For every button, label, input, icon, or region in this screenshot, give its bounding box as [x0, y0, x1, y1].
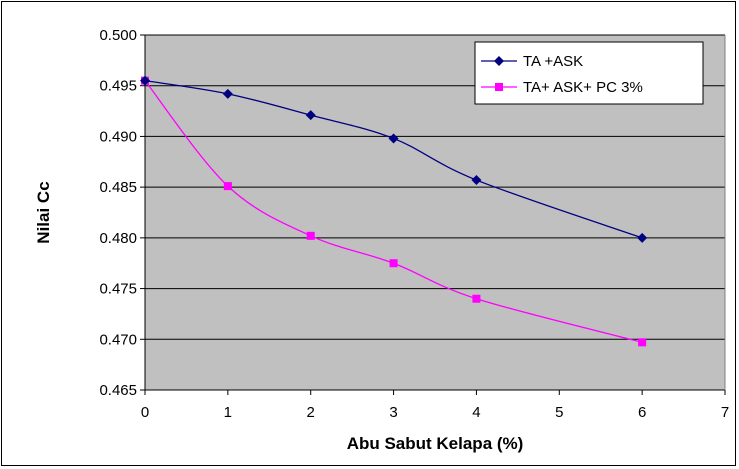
- legend-marker: [494, 56, 504, 66]
- series-line: [144, 80, 643, 343]
- gridlines: [145, 34, 725, 391]
- data-point: [637, 232, 648, 243]
- y-tick-label: 0.495: [99, 78, 137, 95]
- axes: [144, 35, 726, 391]
- x-tick-label: 7: [721, 404, 729, 421]
- legend: TA +ASK TA+ ASK+ PC 3%: [474, 41, 704, 105]
- y-axis-ticks: 0.465 0.470 0.475 0.480 0.485 0.490 0.495 0.500: [99, 27, 145, 399]
- data-point: [305, 110, 316, 121]
- data-point: [223, 182, 232, 191]
- y-tick-label: 0.490: [99, 128, 137, 145]
- data-point: [222, 88, 233, 99]
- data-point: [306, 231, 315, 240]
- data-point: [471, 175, 482, 186]
- legend-marker: [495, 83, 503, 91]
- series-1: [140, 75, 648, 243]
- y-tick-label: 0.500: [99, 27, 137, 44]
- x-tick-label: 5: [555, 404, 563, 421]
- x-axis-title: Abu Sabut Kelapa (%): [347, 434, 524, 453]
- data-point: [388, 133, 399, 144]
- series-layer: [140, 75, 648, 347]
- data-point: [638, 338, 647, 347]
- y-tick-label: 0.480: [99, 230, 137, 247]
- y-axis-title: Nilai Cc: [34, 181, 53, 243]
- y-tick-label: 0.475: [99, 281, 137, 298]
- x-axis-ticks: 0 1 2 3 4 5 6 7: [141, 390, 729, 421]
- y-tick-label: 0.470: [99, 331, 137, 348]
- x-tick-label: 2: [307, 404, 315, 421]
- x-tick-label: 1: [224, 404, 232, 421]
- x-tick-label: 0: [141, 404, 149, 421]
- x-tick-label: 3: [389, 404, 397, 421]
- data-point: [389, 259, 398, 268]
- x-tick-label: 6: [638, 404, 646, 421]
- legend-label: TA +ASK: [523, 53, 583, 70]
- y-tick-label: 0.485: [99, 179, 137, 196]
- legend-label: TA+ ASK+ PC 3%: [523, 79, 643, 96]
- x-tick-label: 4: [472, 404, 480, 421]
- y-tick-label: 0.465: [99, 382, 137, 399]
- data-point: [472, 294, 481, 303]
- legend-box: [474, 41, 704, 105]
- data-point: [140, 75, 150, 86]
